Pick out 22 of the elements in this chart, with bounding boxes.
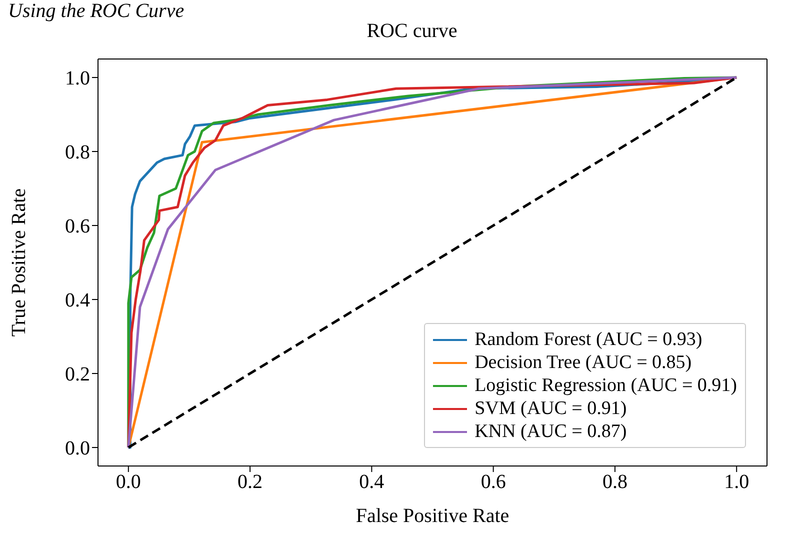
legend-label: Logistic Regression (AUC = 0.91) [474, 374, 737, 397]
x-tick-label: 1.0 [724, 471, 750, 494]
y-tick-label: 1.0 [65, 68, 90, 90]
line-series [127, 76, 738, 449]
y-tick-label: 0.6 [65, 216, 90, 238]
y-tick-label: 0.2 [65, 364, 90, 386]
x-tick-label: 0.0 [116, 471, 141, 494]
chart-title: ROC curve [366, 20, 458, 42]
x-axis-title: False Positive Rate [356, 505, 510, 527]
legend-label: Decision Tree (AUC = 0.85) [474, 351, 692, 374]
text: Using the ROC Curve [8, 0, 184, 23]
legend-label: Random Forest (AUC = 0.93) [474, 328, 702, 351]
legend-label: KNN (AUC = 0.87) [474, 420, 627, 443]
legend-label: SVM (AUC = 0.91) [474, 397, 627, 420]
y-axis-title: True Positive Rate [8, 188, 30, 337]
x-tick-label: 0.2 [238, 471, 263, 494]
y-tick-label: 0.8 [65, 142, 90, 164]
y-tick-label: 0.4 [65, 290, 90, 312]
y-tick-label: 0.0 [65, 438, 90, 460]
x-tick-label: 0.8 [602, 471, 628, 494]
x-tick-label: 0.4 [359, 471, 384, 494]
x-tick-label: 0.6 [480, 471, 506, 494]
